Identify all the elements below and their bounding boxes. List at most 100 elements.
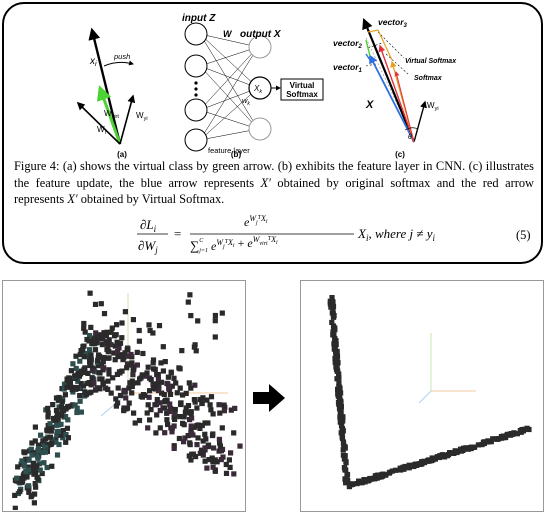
- scatter-point: [47, 434, 53, 440]
- scatter-point: [87, 333, 93, 339]
- softmax-c-label: Softmax: [414, 75, 443, 82]
- caption-x-prime: X′: [260, 175, 271, 190]
- scatter-point: [186, 410, 192, 416]
- scatter-point: [177, 414, 183, 420]
- scatter-point: [38, 432, 44, 438]
- softmax-blue-arrow: [369, 54, 415, 143]
- scatter-point: [119, 320, 125, 326]
- scatter-point: [114, 322, 120, 328]
- figure-caption: Figure 4: (a) shows the virtual class by…: [14, 158, 534, 208]
- scatter-point: [72, 373, 78, 379]
- scatter-point: [178, 400, 184, 406]
- scatter-point: [458, 448, 464, 454]
- input-z-label: input Z: [182, 13, 216, 24]
- scatter-point: [194, 442, 200, 448]
- scatter-point: [344, 472, 350, 478]
- scatter-point: [174, 390, 180, 396]
- scatter-point: [47, 421, 53, 427]
- scatter-point: [169, 425, 175, 431]
- scatter-point: [198, 447, 205, 453]
- scatter-point: [134, 362, 140, 368]
- scatter-point: [82, 389, 88, 395]
- scatter-point: [379, 473, 386, 479]
- vector3-label: vector3: [378, 17, 408, 29]
- scatter-point: [162, 359, 168, 365]
- scatter-point: [189, 451, 195, 457]
- scatter-point: [188, 423, 194, 429]
- x-c-label: X: [365, 99, 374, 111]
- scatter-point: [78, 368, 84, 374]
- scatter-point: [193, 348, 199, 354]
- scatter-point: [328, 304, 334, 310]
- scatter-point: [197, 425, 203, 431]
- scatter-point: [336, 380, 342, 386]
- scatter-point: [147, 417, 153, 423]
- scatter-point: [219, 425, 225, 431]
- scatter-point: [28, 494, 34, 500]
- input-node: [184, 98, 208, 122]
- scatter-point: [164, 417, 170, 423]
- transform-arrow-icon: [253, 384, 285, 412]
- output-node: [248, 117, 272, 141]
- scatter-point: [32, 438, 38, 444]
- scatter-point: [165, 421, 171, 428]
- scatter-point: [144, 370, 150, 376]
- scatter-point: [517, 428, 523, 434]
- scatter-point: [140, 350, 146, 357]
- scatter-point: [150, 357, 157, 363]
- scatter-point: [78, 381, 84, 387]
- svg-text:∑Cj=1 eWjTXi + eWvirtTXi: ∑C j=1 eWjTXi + eWvirtTXi: [190, 235, 278, 254]
- scatter-point: [212, 312, 218, 319]
- scatter-point: [109, 325, 115, 331]
- scatter-point: [134, 349, 140, 355]
- scatter-point: [226, 457, 232, 463]
- scatter-point: [32, 424, 38, 430]
- scatter-point: [514, 431, 520, 437]
- scatter-point: [336, 371, 342, 377]
- scatter-point: [340, 447, 346, 453]
- scatter-point: [81, 325, 87, 331]
- scatter-point: [49, 440, 55, 446]
- scatter-point: [343, 478, 349, 484]
- scatter-point: [183, 390, 189, 396]
- scatter-point: [81, 343, 87, 349]
- scatter-point: [204, 465, 210, 471]
- scatter-point: [154, 397, 160, 403]
- scatter-point: [32, 481, 38, 487]
- scatter-point: [182, 409, 188, 415]
- w-i-label: Wi: [97, 125, 106, 136]
- scatter-point: [462, 445, 468, 451]
- scatter-point: [22, 450, 28, 456]
- scatter-point: [216, 402, 222, 408]
- scatter-point: [145, 425, 151, 431]
- scatter-point: [187, 292, 193, 298]
- scatter-point: [327, 298, 333, 304]
- scatter-point: [126, 385, 132, 391]
- scatter-point: [171, 445, 177, 451]
- scatter-point: [81, 369, 88, 375]
- scatter-point: [50, 402, 56, 408]
- scatter-point: [147, 388, 153, 394]
- scatter-point: [131, 364, 137, 370]
- scatter-point: [217, 440, 223, 446]
- scatter-point: [338, 407, 344, 413]
- scatter-point: [84, 380, 90, 387]
- scatter-point: [216, 436, 222, 442]
- scatter-point: [334, 376, 340, 382]
- scatter-point: [19, 458, 25, 464]
- scatter-point: [52, 417, 58, 423]
- theta-arc: [404, 127, 419, 131]
- scatter-point: [392, 467, 399, 473]
- scatter-point: [41, 460, 47, 466]
- scatter-point: [103, 333, 109, 339]
- w-virt-arrow: [96, 85, 122, 145]
- scatter-point: [220, 454, 226, 460]
- scatter-point: [117, 370, 123, 376]
- scatter-point: [88, 352, 94, 358]
- scatter-point: [402, 463, 408, 470]
- vector-path-gold: [367, 29, 393, 61]
- scatter-point: [101, 330, 107, 336]
- scatter-point: [40, 449, 46, 456]
- scatter-point: [167, 391, 174, 397]
- scatter-point: [39, 470, 45, 477]
